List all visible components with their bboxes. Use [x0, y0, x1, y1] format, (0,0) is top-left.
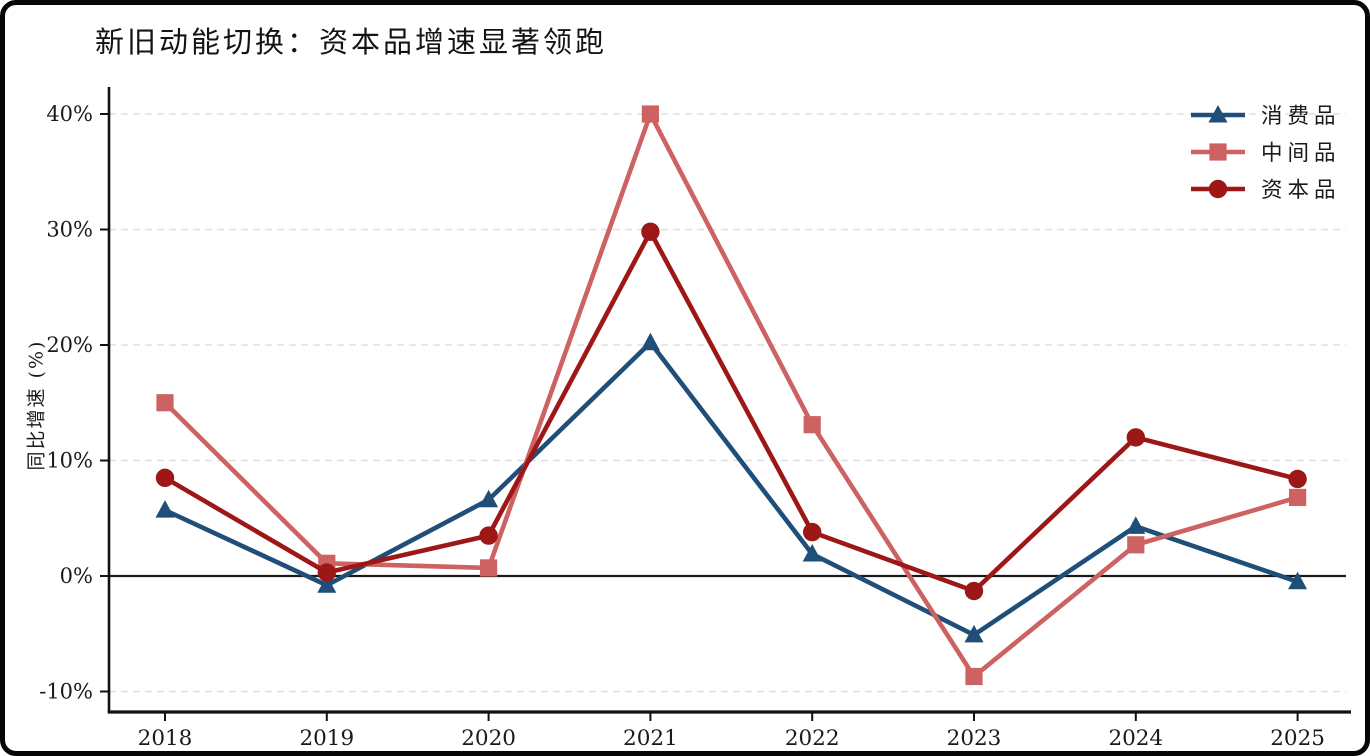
- plot-area: 40% 30% 20% 10% 0% -10% 2018 2019 2020 2021 2022 20…: [39, 87, 1351, 751]
- chart-title: 新旧动能切换：资本品增速显著领跑: [95, 25, 608, 59]
- x-tick-label: 2018: [138, 726, 193, 751]
- data-point-中间品: [480, 559, 498, 577]
- legend-marker-square: [1209, 143, 1227, 161]
- y-tick-label: 20%: [46, 333, 93, 357]
- series-line-消费品: [162, 340, 1300, 638]
- x-tick-label: 2019: [299, 726, 354, 751]
- data-point-中间品: [641, 105, 659, 123]
- data-point-中间品: [1289, 488, 1307, 507]
- data-point-消费品: [317, 575, 337, 593]
- legend-label: 中间品: [1261, 141, 1341, 166]
- data-point-资本品: [155, 468, 175, 488]
- data-point-资本品: [803, 522, 822, 542]
- data-point-中间品: [1127, 536, 1145, 554]
- legend-label: 消费品: [1261, 104, 1341, 129]
- legend-marker-triangle: [1208, 105, 1228, 123]
- x-tick-label: 2021: [623, 726, 678, 751]
- x-tick-label: 2025: [1270, 726, 1325, 751]
- data-point-中间品: [803, 416, 821, 434]
- data-point-资本品: [641, 222, 660, 242]
- data-point-消费品: [1288, 571, 1308, 590]
- series-line-资本品: [162, 229, 1300, 594]
- data-point-消费品: [1126, 516, 1146, 534]
- y-tick-label: 30%: [46, 218, 93, 242]
- legend-label: 资本品: [1261, 178, 1341, 203]
- data-point-消费品: [640, 332, 660, 351]
- data-point-资本品: [317, 563, 336, 582]
- y-tick-label: 0%: [60, 564, 93, 588]
- x-tick-label: 2022: [785, 726, 840, 751]
- x-tick-label: 2024: [1108, 726, 1163, 751]
- data-point-中间品: [156, 394, 174, 412]
- y-tick-label: -10%: [39, 680, 93, 704]
- x-tick-label: 2023: [947, 726, 1002, 751]
- data-point-资本品: [479, 526, 498, 545]
- data-point-资本品: [1288, 469, 1307, 489]
- data-point-中间品: [965, 667, 983, 686]
- data-point-消费品: [964, 624, 984, 643]
- data-point-资本品: [1126, 428, 1146, 447]
- x-tick-label: 2020: [461, 726, 516, 751]
- legend-marker-circle: [1208, 179, 1228, 199]
- data-point-资本品: [964, 581, 984, 601]
- y-tick-label: 10%: [46, 449, 93, 473]
- data-point-消费品: [155, 500, 175, 518]
- data-point-消费品: [802, 544, 822, 562]
- data-point-消费品: [479, 489, 499, 508]
- y-tick-label: 40%: [46, 102, 93, 126]
